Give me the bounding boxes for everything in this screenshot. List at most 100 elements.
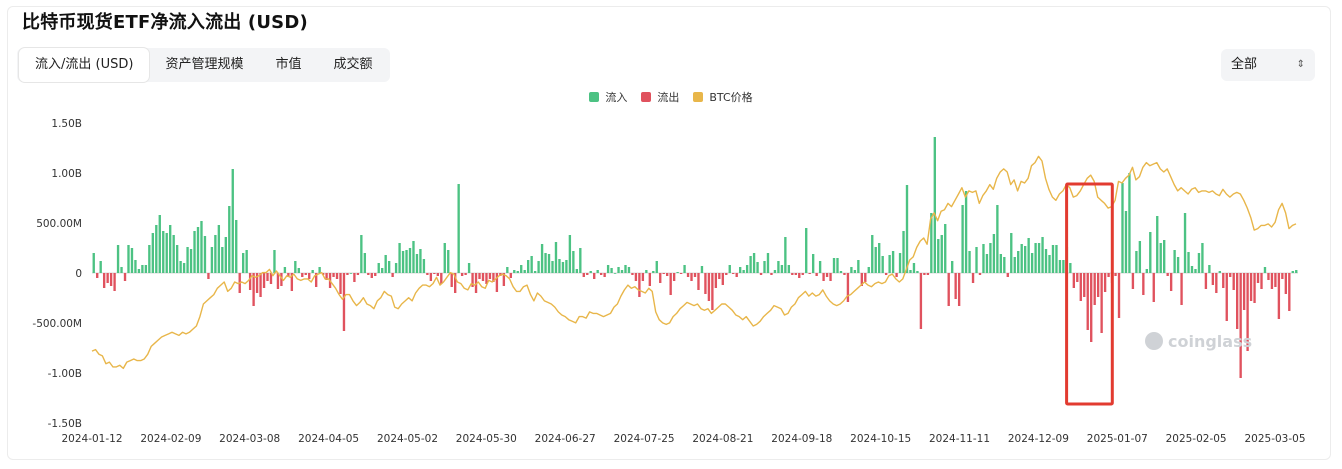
legend-swatch-btc-price (693, 92, 704, 102)
inflow-bar (294, 261, 297, 273)
inflow-bar (92, 253, 95, 273)
x-tick-label: 2024-12-09 (1008, 433, 1069, 445)
outflow-bar (1281, 273, 1284, 279)
inflow-bar (235, 220, 238, 273)
outflow-bar (96, 273, 99, 278)
outflow-bar (1274, 273, 1277, 287)
inflow-bar (652, 271, 655, 273)
inflow-bar (1208, 265, 1211, 273)
inflow-bar (777, 261, 780, 273)
outflow-bar (1083, 273, 1086, 297)
inflow-bar (363, 253, 367, 273)
outflow-bar (113, 273, 116, 291)
inflow-bar (992, 234, 996, 273)
inflow-bar (200, 221, 203, 273)
inflow-bar (850, 267, 853, 273)
outflow-bar (725, 273, 728, 275)
inflow-bar (158, 215, 161, 273)
coinglass-watermark: coinglass (1145, 332, 1252, 351)
tab-volume[interactable]: 成交额 (333, 57, 373, 72)
outflow-bar (690, 273, 693, 281)
outflow-bar (735, 273, 738, 277)
inflow-bar (964, 191, 968, 273)
outflow-bar (732, 273, 735, 274)
inflow-bar (620, 270, 624, 273)
inflow-bar (134, 260, 137, 273)
inflow-bar (857, 260, 860, 273)
inflow-bar (408, 248, 412, 273)
x-tick-label: 2024-09-18 (771, 433, 832, 445)
outflow-bar (495, 273, 499, 292)
inflow-bar (526, 260, 530, 273)
outflow-bar (478, 273, 481, 279)
inflow-bar (1034, 243, 1037, 273)
outflow-bar (860, 273, 863, 286)
inflow-bar (617, 267, 620, 273)
legend-item-outflow[interactable]: 流出 (641, 89, 679, 105)
outflow-bar (1236, 273, 1239, 329)
outflow-bar (1152, 273, 1155, 302)
outflow-bar (631, 273, 634, 275)
inflow-bar (745, 265, 749, 273)
inflow-bar (544, 253, 547, 273)
tab-inflow-outflow[interactable]: 流入/流出 (USD) (19, 48, 150, 82)
inflow-bar (763, 261, 766, 273)
x-tick-label: 2025-03-05 (1244, 433, 1305, 445)
outflow-bar (1076, 273, 1079, 282)
x-tick-label: 2024-05-30 (456, 433, 517, 445)
inflow-bar (933, 137, 936, 273)
chart-legend: 流入 流出 BTC价格 (0, 89, 1342, 105)
outflow-bar (454, 273, 457, 293)
outflow-bar (356, 273, 360, 275)
outflow-bar (370, 273, 373, 278)
inflow-bar (1190, 266, 1194, 273)
outflow-bar (1246, 273, 1249, 351)
inflow-bar (1058, 260, 1062, 273)
x-tick-label: 2025-02-05 (1166, 433, 1227, 445)
inflow-bar (940, 235, 943, 273)
outflow-bar (707, 273, 711, 301)
inflow-bar (739, 267, 742, 273)
inflow-bar (165, 233, 168, 273)
outflow-bar (429, 273, 433, 281)
inflow-bar (196, 227, 200, 273)
inflow-bar (1295, 270, 1298, 273)
inflow-bar (210, 247, 214, 273)
outflow-bar (825, 273, 829, 277)
inflow-bar (898, 253, 902, 273)
tab-aum[interactable]: 资产管理规模 (165, 57, 244, 72)
outflow-bar (1169, 273, 1173, 291)
outflow-bar (436, 273, 439, 276)
inflow-bar (412, 241, 415, 273)
outflow-bar (1225, 273, 1228, 321)
inflow-bar (398, 243, 401, 273)
inflow-bar (645, 270, 648, 273)
outflow-bar (791, 273, 794, 275)
outflow-bar (1284, 273, 1288, 294)
inflow-bar (937, 239, 940, 273)
inflow-bar (224, 237, 227, 273)
inflow-bar (551, 261, 554, 273)
inflow-bar (811, 254, 815, 273)
legend-label-outflow: 流出 (657, 91, 680, 104)
legend-item-btc-price[interactable]: BTC价格 (693, 89, 753, 105)
outflow-bar (314, 273, 318, 287)
outflow-bar (1131, 273, 1135, 289)
outflow-bar (714, 273, 718, 288)
inflow-bar (273, 250, 276, 273)
inflow-bar (627, 267, 631, 273)
range-select[interactable]: 全部 ⇕ (1221, 49, 1315, 81)
inflow-bar (401, 251, 405, 273)
inflow-bar (245, 250, 248, 273)
outflow-bar (109, 273, 113, 286)
inflow-bar (318, 267, 321, 273)
inflow-bar (349, 273, 353, 274)
inflow-bar (610, 268, 613, 273)
inflow-bar (624, 265, 627, 273)
legend-item-inflow[interactable]: 流入 (589, 89, 627, 105)
inflow-bar (360, 235, 363, 273)
tab-market-cap[interactable]: 市值 (275, 57, 302, 72)
inflow-bar (888, 255, 891, 273)
x-tick-label: 2024-05-02 (377, 433, 438, 445)
inflow-bar (1020, 244, 1023, 273)
